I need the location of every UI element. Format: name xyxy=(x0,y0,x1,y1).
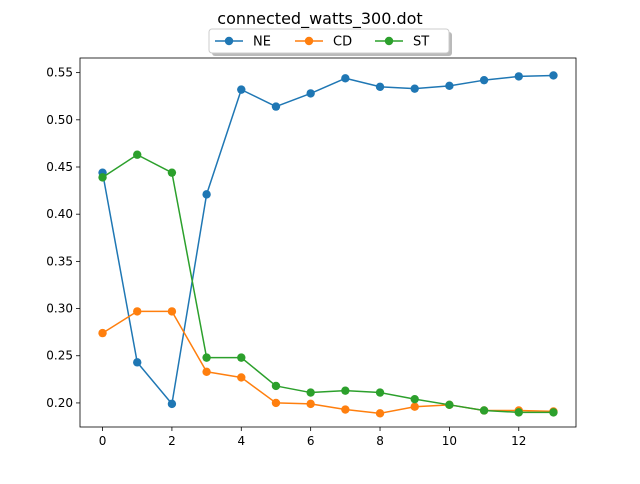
legend-marker-cd xyxy=(304,36,314,46)
series-line-ne xyxy=(101,74,554,405)
data-point-ne xyxy=(375,82,385,91)
data-point-st xyxy=(410,394,419,404)
series-line-st xyxy=(102,153,554,414)
y-tick-label: 0.55 xyxy=(46,66,73,80)
data-point-st xyxy=(167,168,177,177)
data-point-ne xyxy=(133,358,142,367)
series-ne xyxy=(98,71,558,409)
data-point-cd xyxy=(167,307,177,316)
data-point-st xyxy=(549,408,558,417)
x-tick-label: 4 xyxy=(237,434,245,448)
data-point-ne xyxy=(445,81,454,91)
x-tick-label: 8 xyxy=(376,434,384,448)
data-point-cd xyxy=(237,373,246,382)
y-tick-label: 0.35 xyxy=(46,254,73,268)
data-point-st xyxy=(98,173,107,182)
legend: NE CD ST xyxy=(208,28,452,56)
y-tick-label: 0.50 xyxy=(46,113,73,127)
data-point-ne xyxy=(237,85,246,94)
data-point-st xyxy=(271,381,281,391)
y-tick-label: 0.40 xyxy=(46,207,73,221)
legend-marker-ne xyxy=(224,36,234,46)
legend-label-cd: CD xyxy=(333,35,352,50)
axes: 0 2 4 6 8 10 12 0.20 0.25 0.30 0.35 0.40 0.45 0.50 0.5… xyxy=(46,57,577,448)
data-point-ne xyxy=(410,84,419,93)
x-tick-label: 2 xyxy=(168,434,176,448)
y-tick-label: 0.20 xyxy=(46,396,73,410)
data-point-ne xyxy=(271,102,281,111)
data-point-st xyxy=(306,388,315,397)
data-point-st xyxy=(133,150,142,159)
data-point-cd xyxy=(341,405,350,414)
data-point-cd xyxy=(306,399,315,409)
legend-box xyxy=(208,28,450,54)
axes-frame xyxy=(79,57,577,428)
data-point-st xyxy=(375,388,385,397)
data-point-ne xyxy=(341,74,350,83)
data-point-cd xyxy=(410,402,419,411)
data-point-cd xyxy=(98,328,107,338)
legend-label-ne: NE xyxy=(253,35,271,50)
x-tick-label: 10 xyxy=(442,434,457,448)
data-point-st xyxy=(237,353,246,362)
data-point-cd xyxy=(202,367,211,376)
data-point-cd xyxy=(271,398,281,408)
data-point-ne xyxy=(479,75,489,85)
plot-area xyxy=(98,71,558,418)
y-tick-label: 0.25 xyxy=(46,349,73,363)
chart-title: connected_watts_300.dot xyxy=(217,9,422,29)
x-tick-label: 12 xyxy=(511,434,526,448)
data-point-st xyxy=(514,408,523,417)
data-point-st xyxy=(202,353,211,362)
series-st xyxy=(98,150,558,417)
data-point-ne xyxy=(549,71,558,80)
y-tick-label: 0.45 xyxy=(46,160,73,174)
data-point-ne xyxy=(202,190,211,199)
legend-marker-st xyxy=(384,36,394,46)
data-point-ne xyxy=(306,89,315,98)
legend-label-st: ST xyxy=(413,35,429,50)
x-tick-label: 6 xyxy=(307,434,315,448)
data-point-st xyxy=(445,400,454,410)
data-point-ne xyxy=(167,399,177,409)
data-point-cd xyxy=(133,307,142,316)
data-point-cd xyxy=(375,409,385,418)
data-point-ne xyxy=(514,72,523,81)
data-point-st xyxy=(479,406,489,415)
x-tick-label: 0 xyxy=(99,434,107,448)
y-tick-label: 0.30 xyxy=(46,302,73,316)
data-point-st xyxy=(341,386,350,395)
